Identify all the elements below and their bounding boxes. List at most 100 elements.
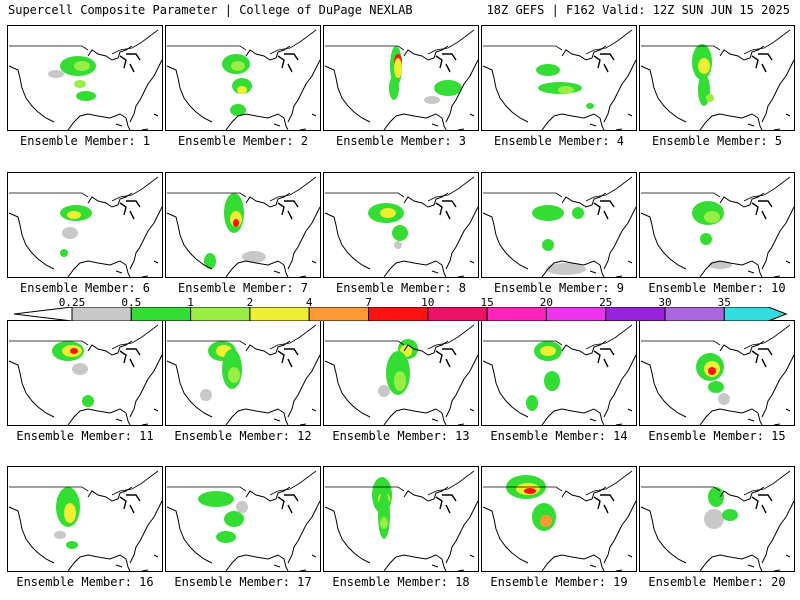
great-lakes xyxy=(435,494,457,514)
member-caption: Ensemble Member: 16 xyxy=(16,575,154,589)
coastline xyxy=(324,192,478,277)
us-map xyxy=(482,176,636,277)
member-caption: Ensemble Member: 15 xyxy=(648,429,786,443)
scp-contour xyxy=(233,219,239,227)
colorbar-segment xyxy=(427,307,488,321)
us-map xyxy=(324,470,478,571)
islands xyxy=(115,554,159,571)
member-caption: Ensemble Member: 18 xyxy=(332,575,470,589)
us-map xyxy=(8,470,162,571)
great-lakes xyxy=(435,53,457,73)
scp-contour xyxy=(540,515,552,527)
canada-border xyxy=(483,324,633,350)
scp-contour xyxy=(230,104,246,116)
member-map-5 xyxy=(639,25,795,131)
coastline xyxy=(324,340,478,425)
scp-contour xyxy=(74,61,90,71)
scp-contour xyxy=(434,80,462,96)
scp-contour xyxy=(544,371,560,391)
member-caption: Ensemble Member: 5 xyxy=(651,134,783,148)
scp-contour xyxy=(66,541,78,549)
coastline xyxy=(640,192,794,277)
member-caption: Ensemble Member: 11 xyxy=(16,429,154,443)
great-lakes xyxy=(119,53,141,73)
member-caption: Ensemble Member: 6 xyxy=(19,281,151,295)
great-lakes xyxy=(119,200,141,220)
coastline xyxy=(640,486,794,571)
member-map-13 xyxy=(323,320,479,426)
islands xyxy=(589,113,633,130)
member-map-18 xyxy=(323,466,479,572)
colorbar-tick-label: 2 xyxy=(246,296,254,309)
scp-contour xyxy=(389,76,399,100)
member-caption: Ensemble Member: 14 xyxy=(490,429,628,443)
canada-border xyxy=(641,470,791,496)
great-lakes xyxy=(119,494,141,514)
canada-border xyxy=(641,324,791,350)
us-map xyxy=(8,29,162,130)
great-lakes xyxy=(435,200,457,220)
colorbar-under-arrow xyxy=(14,307,73,321)
scp-contour xyxy=(394,371,406,391)
member-map-3 xyxy=(323,25,479,131)
member-map-8 xyxy=(323,172,479,278)
scp-contour xyxy=(546,263,586,275)
canada-border xyxy=(167,176,317,202)
scp-contour xyxy=(380,517,388,529)
member-map-10 xyxy=(639,172,795,278)
colorbar-segment xyxy=(545,307,607,321)
member-caption: Ensemble Member: 9 xyxy=(493,281,625,295)
member-caption: Ensemble Member: 17 xyxy=(174,575,312,589)
member-map-16 xyxy=(7,466,163,572)
islands xyxy=(747,554,791,571)
islands xyxy=(115,408,159,425)
colorbar-segment xyxy=(664,307,725,321)
scp-contour xyxy=(380,208,396,218)
islands xyxy=(431,554,475,571)
scp-contour xyxy=(82,395,94,407)
colorbar-segment xyxy=(605,307,666,321)
canada-border xyxy=(167,470,317,496)
islands xyxy=(273,554,317,571)
islands xyxy=(589,554,633,571)
great-lakes xyxy=(277,494,299,514)
canada-border xyxy=(9,29,159,55)
colorbar-segment xyxy=(190,307,251,321)
us-map xyxy=(166,176,320,277)
coastline xyxy=(324,486,478,571)
member-map-2 xyxy=(165,25,321,131)
member-caption: Ensemble Member: 19 xyxy=(490,575,628,589)
us-map xyxy=(324,324,478,425)
member-caption: Ensemble Member: 20 xyxy=(648,575,786,589)
islands xyxy=(747,260,791,277)
coastline xyxy=(482,45,636,130)
scp-contour xyxy=(572,207,584,219)
coastline xyxy=(8,45,162,130)
scp-contour xyxy=(72,363,88,375)
great-lakes xyxy=(751,53,773,73)
great-lakes xyxy=(593,200,615,220)
coastline xyxy=(166,486,320,571)
colorbar-segment xyxy=(71,307,132,321)
us-map xyxy=(8,324,162,425)
scp-contour xyxy=(64,503,76,523)
scp-contour xyxy=(392,225,408,241)
coastline xyxy=(482,340,636,425)
scp-contour xyxy=(542,239,554,251)
canada-border xyxy=(483,29,633,55)
member-map-1 xyxy=(7,25,163,131)
scp-contour xyxy=(70,348,78,354)
scp-contour xyxy=(718,393,730,405)
scp-contour xyxy=(228,367,240,383)
member-caption: Ensemble Member: 12 xyxy=(174,429,312,443)
coastline xyxy=(166,45,320,130)
coastline xyxy=(8,192,162,277)
member-caption: Ensemble Member: 1 xyxy=(19,134,151,148)
great-lakes xyxy=(593,494,615,514)
canada-border xyxy=(9,470,159,496)
colorbar-tick-label: 7 xyxy=(365,296,372,309)
member-caption: Ensemble Member: 2 xyxy=(177,134,309,148)
scp-contour xyxy=(204,253,216,269)
member-caption: Ensemble Member: 7 xyxy=(177,281,309,295)
canada-border xyxy=(325,176,475,202)
